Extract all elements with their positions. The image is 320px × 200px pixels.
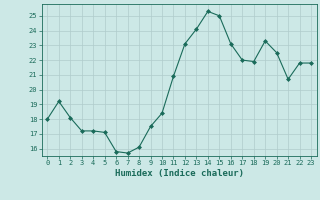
X-axis label: Humidex (Indice chaleur): Humidex (Indice chaleur) <box>115 169 244 178</box>
